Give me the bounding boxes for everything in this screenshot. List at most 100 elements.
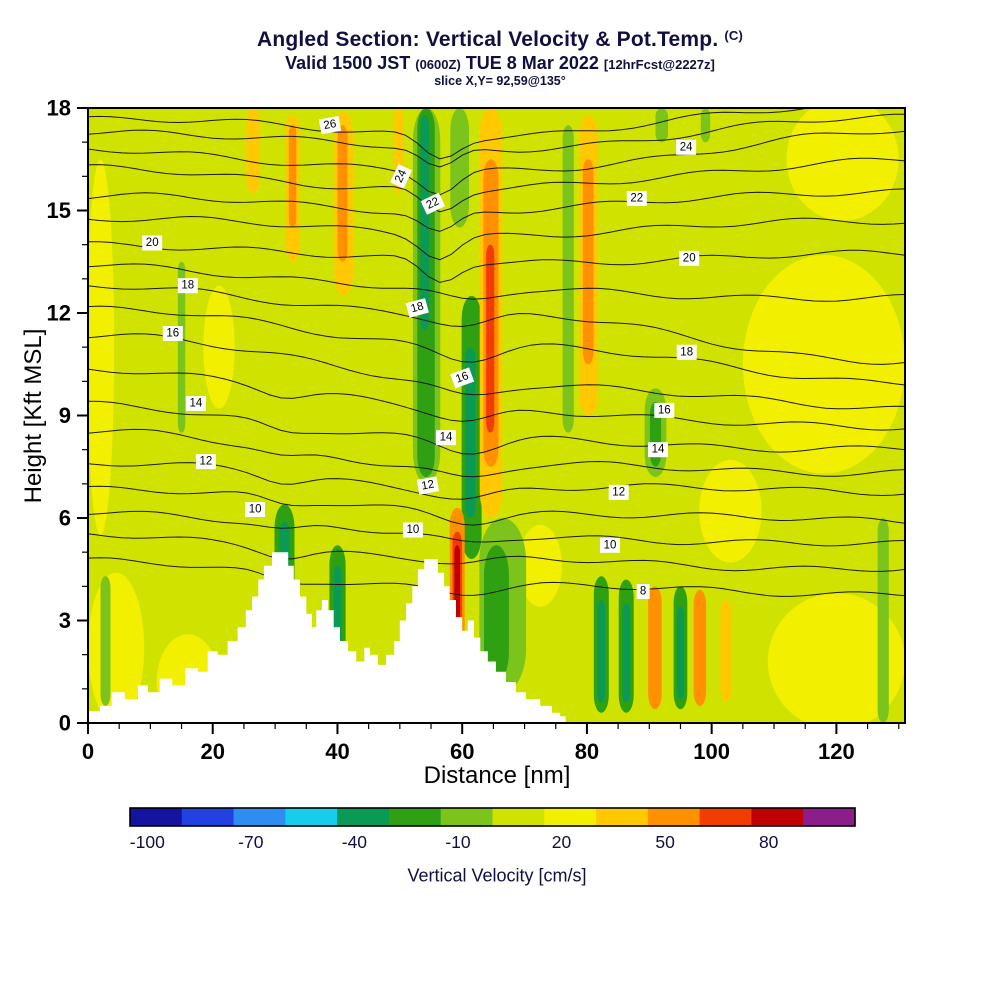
isotherm-line bbox=[88, 263, 905, 302]
velocity-fill-layer bbox=[88, 108, 905, 723]
terrain-silhouette bbox=[88, 552, 566, 723]
contour-label-value: 20 bbox=[146, 237, 159, 249]
velocity-patch bbox=[742, 255, 905, 474]
contour-label-box bbox=[162, 326, 183, 341]
title-text: Angled Section: Vertical Velocity & Pot.… bbox=[256, 28, 719, 51]
contour-label: 12 bbox=[608, 484, 629, 500]
contour-label-value: 22 bbox=[425, 196, 442, 212]
contour-label-value: 14 bbox=[440, 432, 453, 444]
contour-label: 12 bbox=[195, 454, 216, 470]
contour-label-box bbox=[142, 235, 163, 251]
velocity-patch bbox=[786, 108, 899, 221]
contour-label: 10 bbox=[402, 522, 423, 538]
velocity-band bbox=[288, 125, 297, 228]
contour-label: 22 bbox=[626, 191, 647, 206]
isotherm-line bbox=[88, 400, 905, 455]
contour-label-value: 22 bbox=[630, 193, 643, 205]
velocity-band bbox=[562, 125, 574, 433]
contour-label-value: 12 bbox=[200, 456, 213, 468]
contour-label-value: 10 bbox=[249, 504, 262, 516]
velocity-band bbox=[450, 108, 469, 228]
contour-label: 14 bbox=[648, 442, 668, 458]
isotherm-line bbox=[88, 462, 905, 500]
contour-label-value: 24 bbox=[680, 141, 693, 153]
velocity-band bbox=[648, 586, 662, 710]
velocity-band bbox=[420, 114, 430, 331]
colorbar-segment bbox=[699, 808, 752, 826]
contour-label-box bbox=[405, 298, 429, 318]
contour-label-value: 10 bbox=[604, 539, 617, 551]
contour-label-box bbox=[245, 502, 266, 517]
velocity-band bbox=[693, 589, 707, 706]
contour-label: 16 bbox=[162, 326, 183, 341]
x-tick-label: 0 bbox=[82, 739, 94, 764]
zulu-time: (0600Z) bbox=[415, 57, 461, 72]
isotherm-line bbox=[88, 333, 905, 410]
contour-label: 24 bbox=[676, 139, 697, 155]
contour-label-box bbox=[390, 164, 413, 189]
contour-label: 14 bbox=[436, 430, 456, 446]
isotherm-contour-layer: 20 18 16 14 12 10 26 24 22 18 16 14 12 10 24 22 20 18 16 14… bbox=[88, 108, 905, 599]
colorbar-segment bbox=[285, 808, 338, 826]
colorbar-segment bbox=[647, 808, 701, 826]
velocity-band bbox=[655, 108, 668, 143]
colorbar-segment bbox=[181, 808, 235, 826]
contour-label-box bbox=[416, 476, 440, 495]
velocity-band bbox=[177, 261, 186, 433]
contour-label-value: 24 bbox=[393, 167, 410, 184]
velocity-band bbox=[582, 159, 594, 365]
contour-label-value: 12 bbox=[612, 486, 625, 498]
colorbar-tick-label: -40 bbox=[342, 832, 368, 852]
velocity-band bbox=[486, 244, 495, 433]
x-tick-label: 100 bbox=[693, 739, 730, 764]
contour-label-box bbox=[679, 250, 700, 266]
isotherm-line bbox=[88, 557, 905, 597]
isotherm-line bbox=[88, 368, 905, 431]
colorbar-segment bbox=[803, 808, 856, 826]
velocity-band bbox=[597, 600, 605, 703]
contour-label-box bbox=[654, 402, 675, 418]
colorbar-tick-label: -10 bbox=[445, 832, 471, 852]
velocity-band bbox=[622, 603, 630, 703]
contour-label-value: 16 bbox=[454, 370, 470, 386]
isotherm-line bbox=[88, 113, 905, 168]
contour-label-value: 20 bbox=[683, 252, 696, 264]
isotherm-line bbox=[88, 285, 905, 365]
contour-label: 18 bbox=[177, 278, 198, 294]
velocity-band bbox=[246, 108, 261, 194]
colorbar-segment bbox=[544, 808, 597, 826]
contour-label: 24 bbox=[390, 164, 413, 189]
velocity-patch bbox=[699, 459, 762, 563]
contour-label: 22 bbox=[420, 192, 446, 215]
isotherm-line bbox=[88, 241, 905, 283]
contour-label-value: 16 bbox=[166, 328, 179, 340]
y-tick-label: 3 bbox=[59, 608, 71, 633]
contour-label-value: 18 bbox=[410, 300, 425, 315]
contour-label-value: 18 bbox=[680, 346, 693, 358]
contour-label-box bbox=[636, 584, 650, 599]
forecast-tag: [12hrFcst@2227z] bbox=[603, 57, 715, 72]
velocity-band bbox=[484, 545, 509, 682]
isotherm-line bbox=[88, 215, 905, 261]
contour-label-value: 10 bbox=[407, 524, 420, 536]
contour-label-box bbox=[185, 396, 206, 411]
y-tick-label: 12 bbox=[47, 301, 71, 326]
colorbar-segment bbox=[596, 808, 649, 826]
contour-label-box bbox=[676, 139, 697, 155]
contour-label: 18 bbox=[676, 344, 697, 360]
colorbar-tick-label: -100 bbox=[130, 832, 165, 852]
contour-label-box bbox=[436, 430, 456, 446]
colorbar-segment bbox=[337, 808, 390, 826]
velocity-band bbox=[677, 606, 684, 700]
colorbar-tick-label: 80 bbox=[759, 832, 779, 852]
contour-label-box bbox=[626, 191, 647, 206]
velocity-band bbox=[100, 576, 111, 706]
contour-label-box bbox=[402, 522, 423, 538]
contour-label-box bbox=[318, 115, 342, 135]
isotherm-line bbox=[88, 188, 905, 232]
slice-info: slice X,Y= 92,59@135° bbox=[434, 74, 566, 88]
x-tick-label: 80 bbox=[575, 739, 599, 764]
contour-label-box bbox=[177, 278, 198, 294]
x-tick-label: 40 bbox=[325, 739, 349, 764]
y-tick-label: 18 bbox=[47, 96, 71, 121]
